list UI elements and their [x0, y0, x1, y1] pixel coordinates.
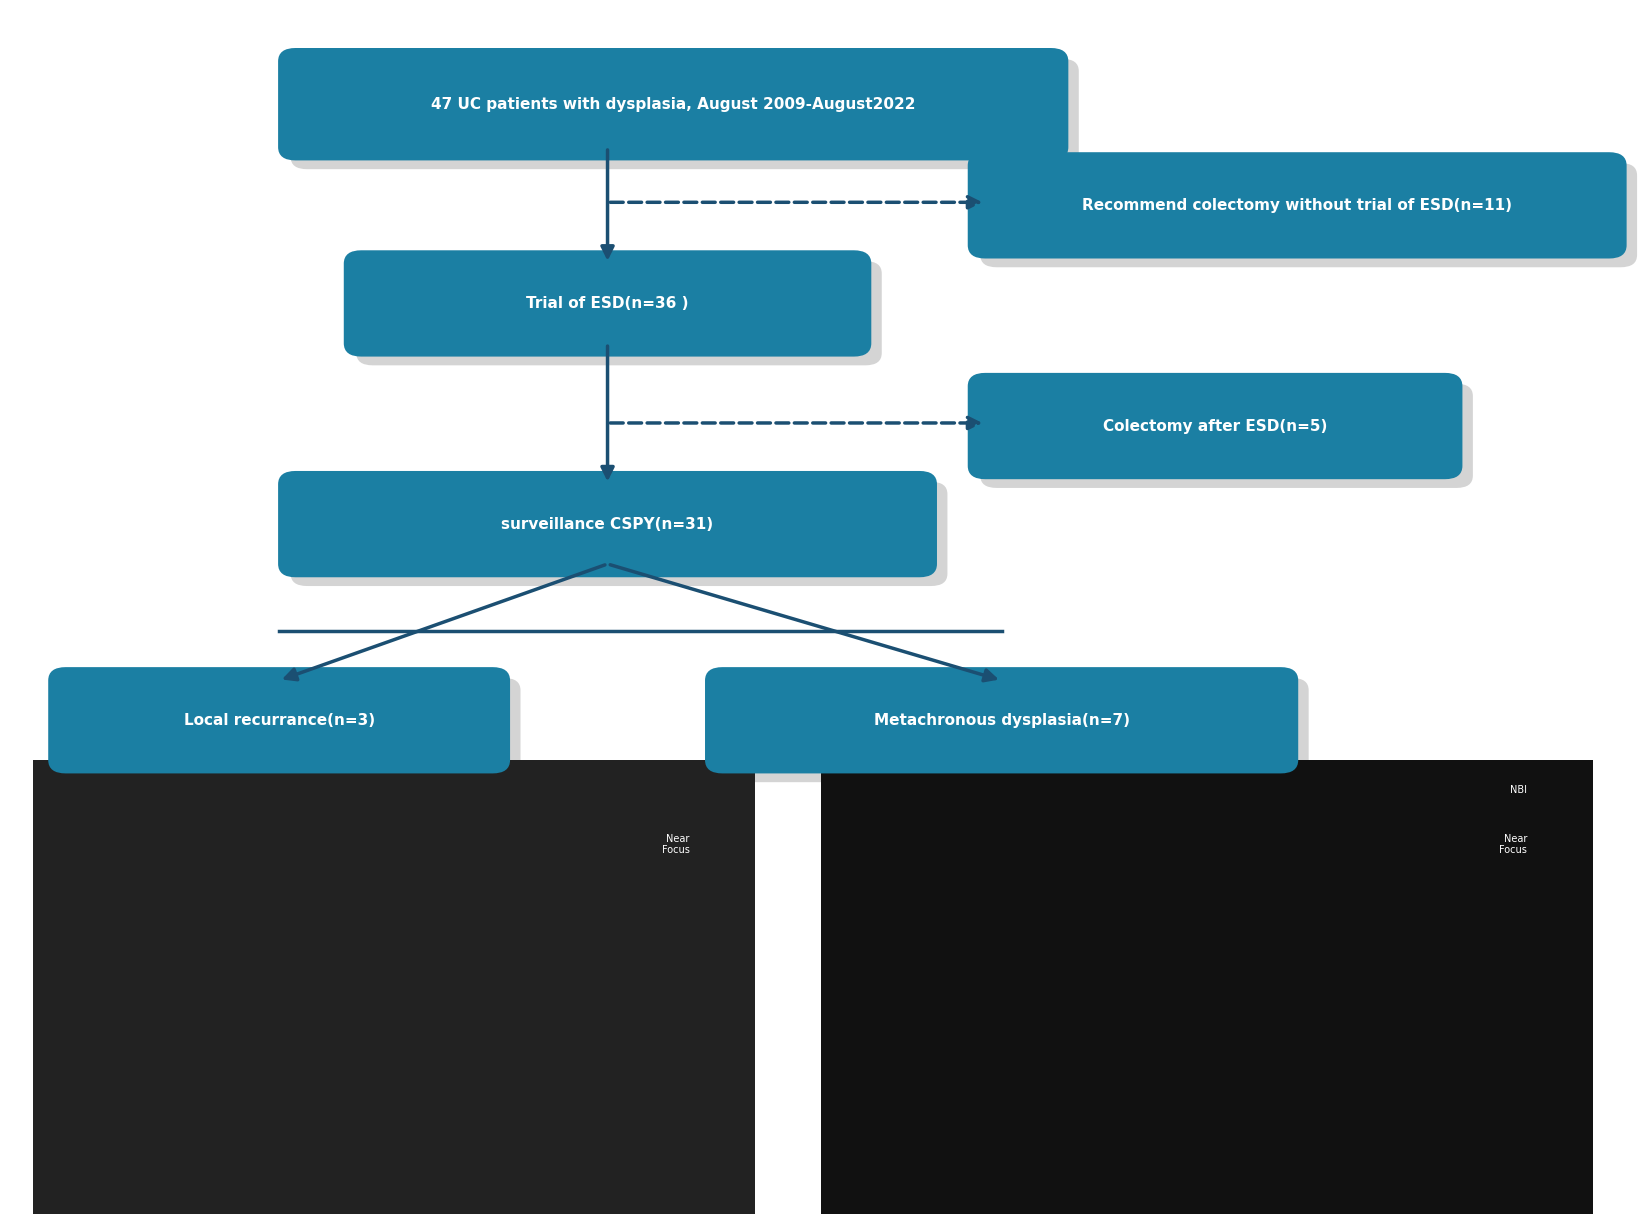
- Text: 47 UC patients with dysplasia, August 2009-August2022: 47 UC patients with dysplasia, August 20…: [430, 97, 916, 112]
- Text: Near
Focus: Near Focus: [1499, 834, 1527, 856]
- Text: Metachronous dysplasia(n=7): Metachronous dysplasia(n=7): [874, 712, 1130, 728]
- Text: Local recurrance(n=3): Local recurrance(n=3): [184, 712, 374, 728]
- Text: Colectomy after ESD(n=5): Colectomy after ESD(n=5): [1103, 418, 1327, 434]
- Text: NBI: NBI: [1511, 785, 1527, 794]
- Bar: [821, 760, 1593, 1214]
- Bar: [33, 760, 755, 1214]
- FancyBboxPatch shape: [980, 384, 1473, 488]
- FancyBboxPatch shape: [49, 668, 509, 772]
- FancyBboxPatch shape: [356, 261, 882, 365]
- Text: Trial of ESD(n=36 ): Trial of ESD(n=36 ): [527, 295, 688, 311]
- Text: Near
Focus: Near Focus: [662, 834, 690, 856]
- Text: Recommend colectomy without trial of ESD(n=11): Recommend colectomy without trial of ESD…: [1082, 197, 1512, 213]
- FancyBboxPatch shape: [706, 668, 1297, 772]
- FancyBboxPatch shape: [279, 49, 1067, 159]
- FancyBboxPatch shape: [980, 163, 1637, 267]
- FancyBboxPatch shape: [345, 251, 870, 356]
- FancyBboxPatch shape: [291, 482, 947, 586]
- FancyBboxPatch shape: [61, 678, 521, 782]
- FancyBboxPatch shape: [718, 678, 1309, 782]
- FancyBboxPatch shape: [969, 374, 1461, 478]
- FancyBboxPatch shape: [969, 153, 1626, 257]
- FancyBboxPatch shape: [291, 59, 1079, 169]
- Text: surveillance CSPY(n=31): surveillance CSPY(n=31): [501, 516, 714, 532]
- FancyBboxPatch shape: [279, 472, 936, 576]
